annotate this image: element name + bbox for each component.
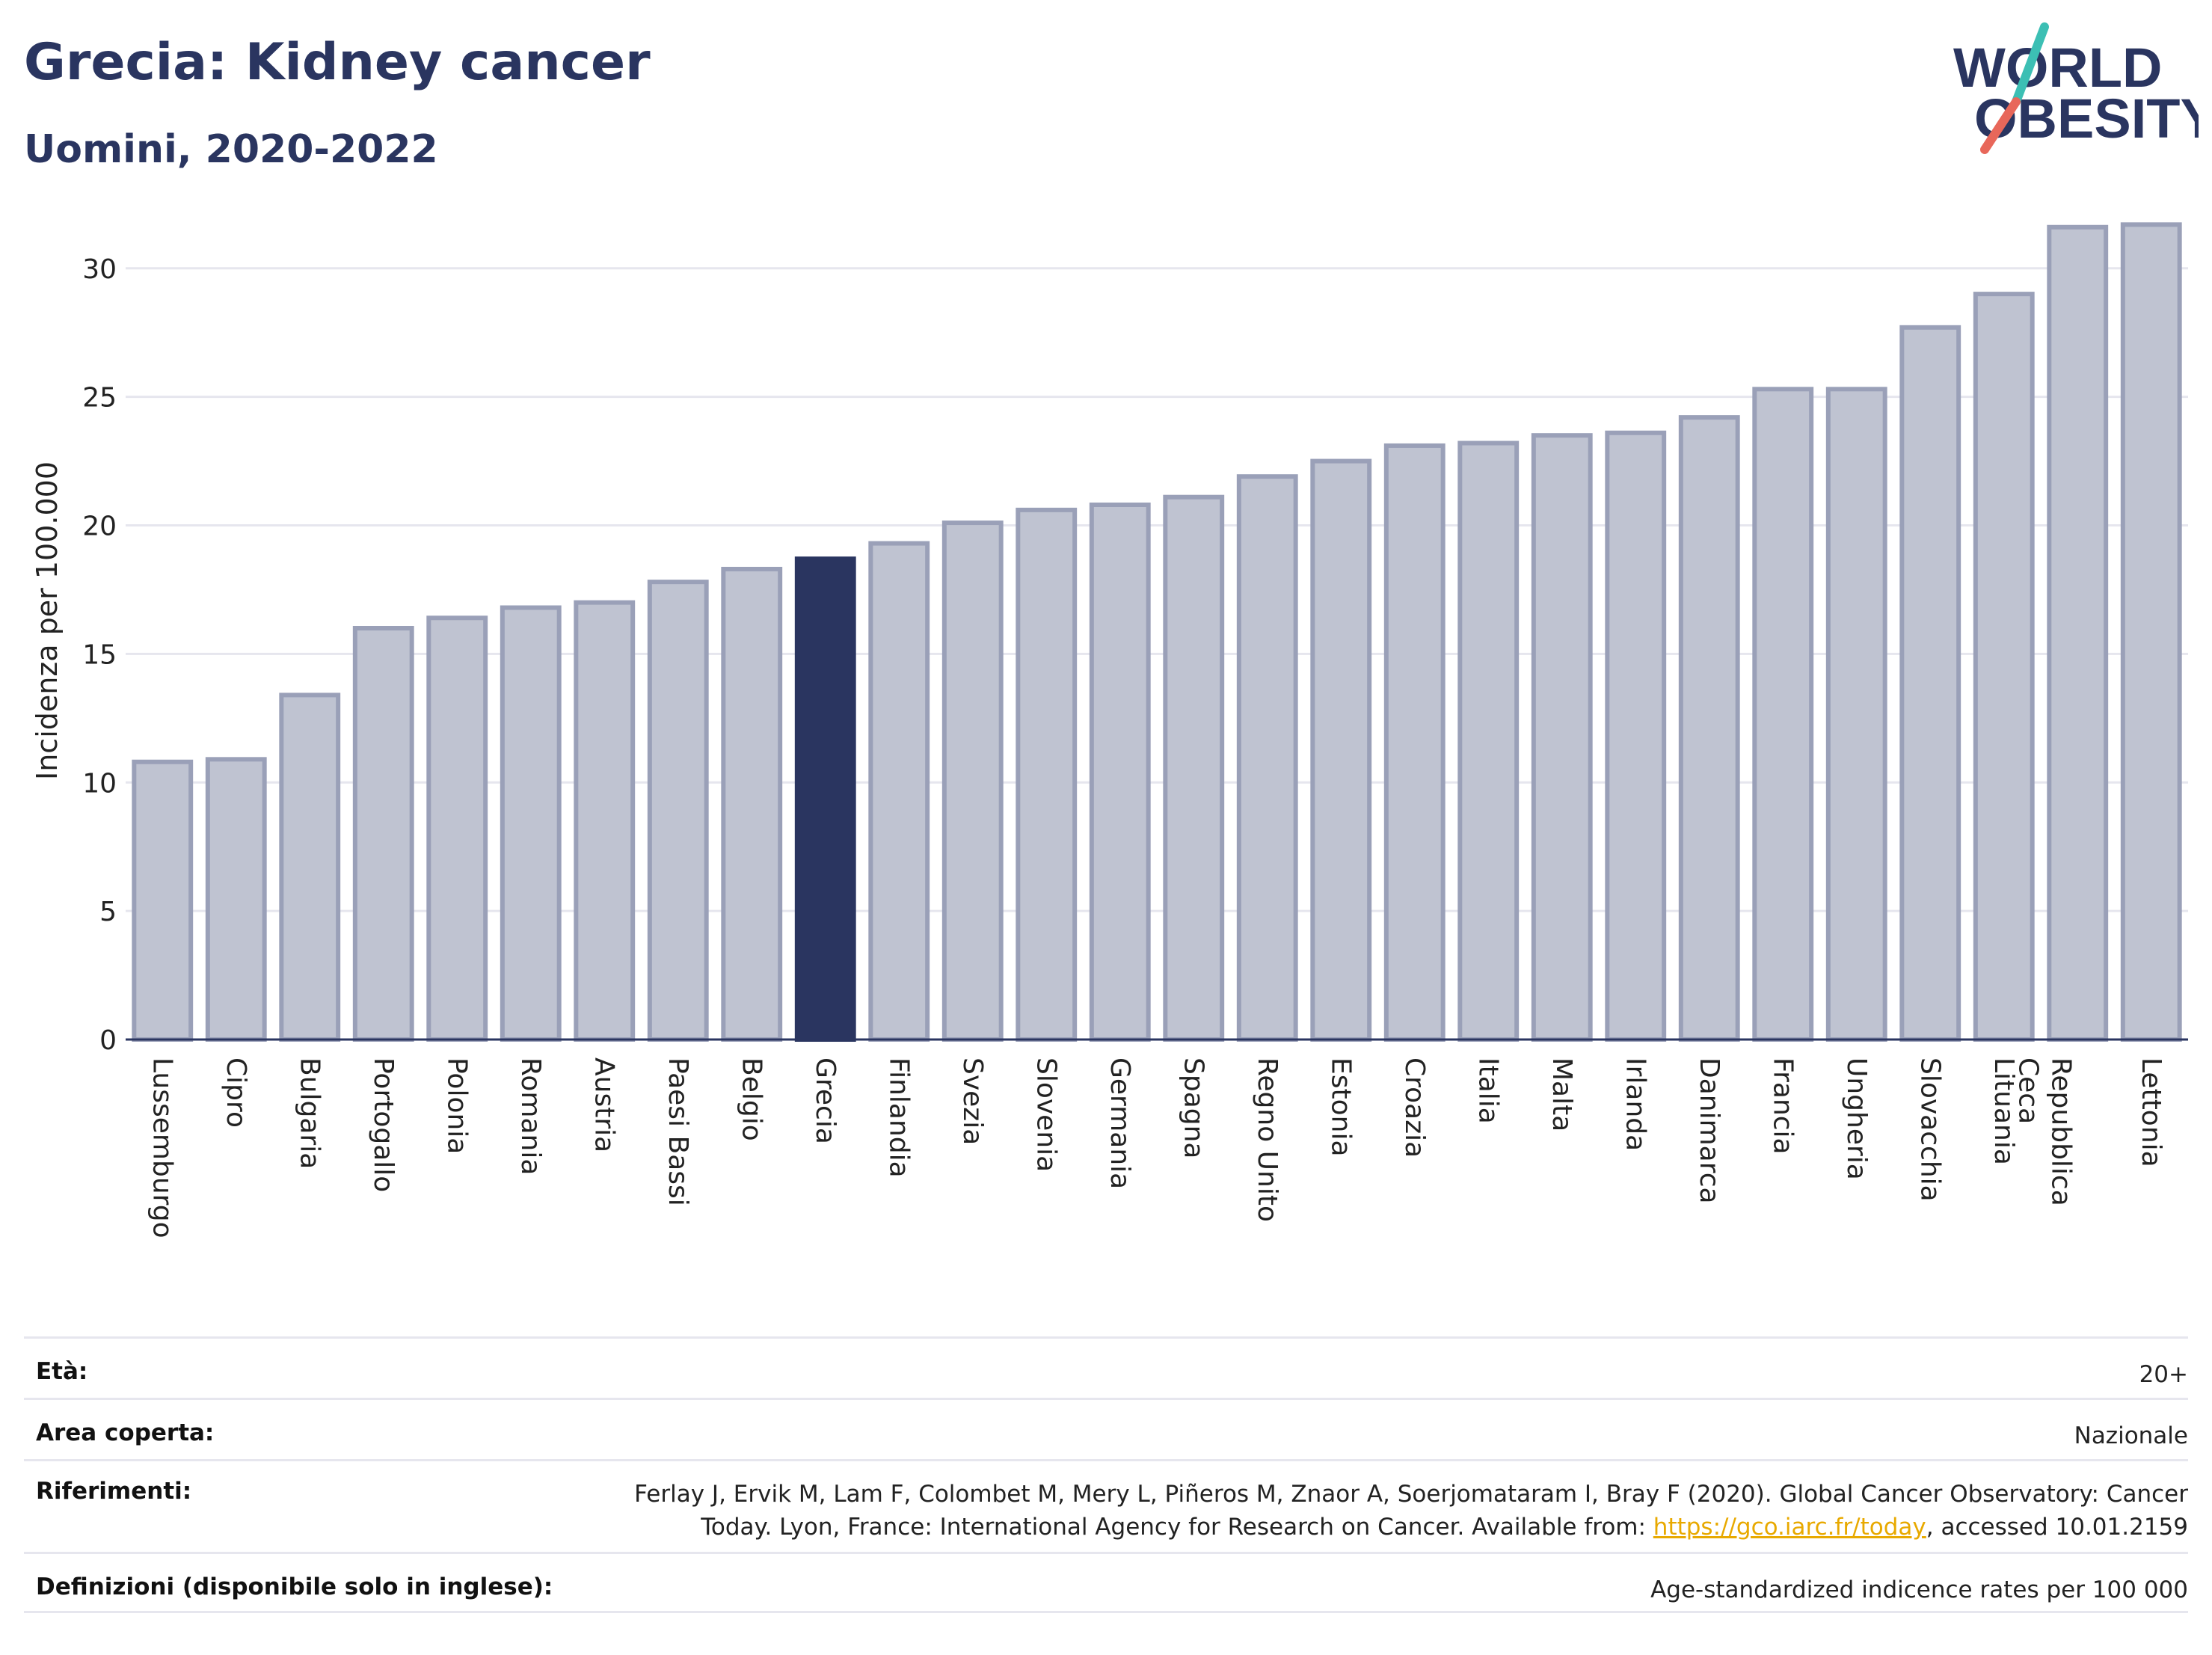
bar	[2047, 224, 2109, 1042]
x-tick-label: RepubblicaCeca	[2012, 1057, 2076, 1206]
info-row-definitions: Definizioni (disponibile solo in inglese…	[24, 1552, 2188, 1613]
x-tick-label: Irlanda	[1620, 1057, 1650, 1151]
bar	[352, 626, 414, 1042]
x-tick-label: Polonia	[441, 1057, 472, 1154]
x-tick-label: Svezia	[957, 1057, 988, 1145]
bar	[1678, 415, 1740, 1042]
x-tick-label: Lituania	[1988, 1057, 2019, 1165]
x-tick-label: Croazia	[1399, 1057, 1430, 1158]
y-tick-label: 15	[82, 639, 117, 670]
y-tick-label: 5	[99, 897, 117, 927]
x-tick-label: Portogallo	[368, 1057, 399, 1192]
references-line2-pre: Today. Lyon, France: International Agenc…	[701, 1514, 1653, 1541]
x-tick-label: Regno Unito	[1252, 1057, 1282, 1222]
bar	[574, 600, 636, 1042]
bar	[1163, 494, 1225, 1042]
references-label: Riferimenti:	[36, 1478, 192, 1505]
references-line1: Ferlay J, Ervik M, Lam F, Colombet M, Me…	[634, 1481, 2188, 1508]
x-tick-label: Bulgaria	[294, 1057, 325, 1169]
info-row-references: Riferimenti: Ferlay J, Ervik M, Lam F, C…	[24, 1459, 2188, 1552]
x-tick-label: Malta	[1546, 1057, 1577, 1132]
world-obesity-logo: WORLD OBESITY	[1953, 22, 2199, 154]
y-tick-label: 20	[82, 512, 117, 542]
bars	[132, 222, 2182, 1042]
references-value: Ferlay J, Ervik M, Lam F, Colombet M, Me…	[634, 1478, 2188, 1544]
bar	[205, 757, 267, 1042]
bar	[500, 605, 562, 1042]
bar	[1236, 474, 1298, 1042]
definitions-value: Age-standardized indicence rates per 100…	[1650, 1576, 2188, 1603]
x-tick-label: Grecia	[810, 1057, 841, 1144]
x-tick-label: Romania	[515, 1057, 546, 1175]
y-tick-label: 30	[82, 254, 117, 285]
bar	[941, 521, 1004, 1042]
x-tick-label: Danimarca	[1694, 1057, 1724, 1204]
bar	[2120, 222, 2182, 1042]
references-line2-post: , accessed 10.01.2159	[1926, 1514, 2188, 1541]
bar	[279, 693, 341, 1042]
x-tick-label: Italia	[1472, 1057, 1503, 1124]
bar	[1973, 292, 2035, 1042]
page-subtitle: Uomini, 2020-2022	[24, 127, 438, 172]
bar	[868, 541, 930, 1042]
bar	[1605, 430, 1667, 1042]
info-row-area: Area coperta: Nazionale	[24, 1398, 2188, 1459]
info-table: Età: 20+ Area coperta: Nazionale Riferim…	[24, 1336, 2188, 1613]
area-value: Nazionale	[2074, 1422, 2188, 1449]
definitions-label: Definizioni (disponibile solo in inglese…	[36, 1573, 553, 1600]
y-tick-label: 25	[82, 383, 117, 414]
page-title: Grecia: Kidney cancer	[24, 33, 651, 92]
references-link[interactable]: https://gco.iarc.fr/today	[1653, 1514, 1926, 1541]
x-tick-label: Francia	[1767, 1057, 1798, 1155]
x-tick-label: Germania	[1105, 1057, 1135, 1189]
age-value: 20+	[2139, 1361, 2188, 1388]
x-tick-label: Slovacchia	[1914, 1057, 1945, 1202]
logo-slash-teal	[2012, 22, 2049, 106]
bar	[1310, 458, 1372, 1042]
bar	[647, 580, 709, 1042]
age-label: Età:	[36, 1358, 88, 1385]
bar	[1531, 433, 1593, 1042]
bar	[1383, 443, 1446, 1042]
bar	[1089, 503, 1151, 1042]
x-tick-label: Belgio	[736, 1057, 766, 1141]
x-tick-label: Lettonia	[2136, 1057, 2166, 1167]
y-axis-ticks: 0 5 10 15 20 25 30	[82, 254, 117, 1056]
area-label: Area coperta:	[36, 1419, 215, 1446]
bar	[132, 759, 194, 1042]
bar-chart: 0 5 10 15 20 25 30 Lussemburgo Cipro Bulgaria Por…	[31, 222, 2188, 1238]
bar	[1457, 440, 1520, 1042]
x-tick-label: Spagna	[1178, 1057, 1208, 1159]
x-tick-label: Cipro	[221, 1057, 251, 1128]
y-axis-label: Incidenza per 100.000	[31, 461, 64, 780]
y-tick-label: 10	[82, 768, 117, 799]
x-axis-tick-labels: Lussemburgo Cipro Bulgaria Portogallo Poloni…	[147, 1057, 2166, 1238]
x-tick-label: Slovenia	[1030, 1057, 1061, 1172]
logo-slash-red	[1980, 97, 2021, 154]
bar-highlight	[794, 556, 856, 1042]
bar	[1899, 325, 1961, 1042]
bar	[1825, 387, 1887, 1042]
x-tick-label: Paesi Bassi	[663, 1057, 693, 1206]
x-tick-label: Lussemburgo	[147, 1057, 177, 1238]
logo-line2: OBESITY	[1974, 87, 2199, 150]
bar	[1752, 387, 1814, 1042]
info-row-age: Età: 20+	[24, 1336, 2188, 1398]
bar	[426, 615, 488, 1042]
bar	[1016, 507, 1078, 1042]
x-tick-label: Finlandia	[883, 1057, 914, 1178]
x-tick-label: Estonia	[1325, 1057, 1356, 1157]
x-tick-label: Ungheria	[1841, 1057, 1872, 1180]
x-tick-label: Austria	[589, 1057, 619, 1152]
y-tick-label: 0	[99, 1025, 117, 1056]
bar	[721, 566, 783, 1042]
logo-line1: WORLD	[1953, 37, 2163, 99]
